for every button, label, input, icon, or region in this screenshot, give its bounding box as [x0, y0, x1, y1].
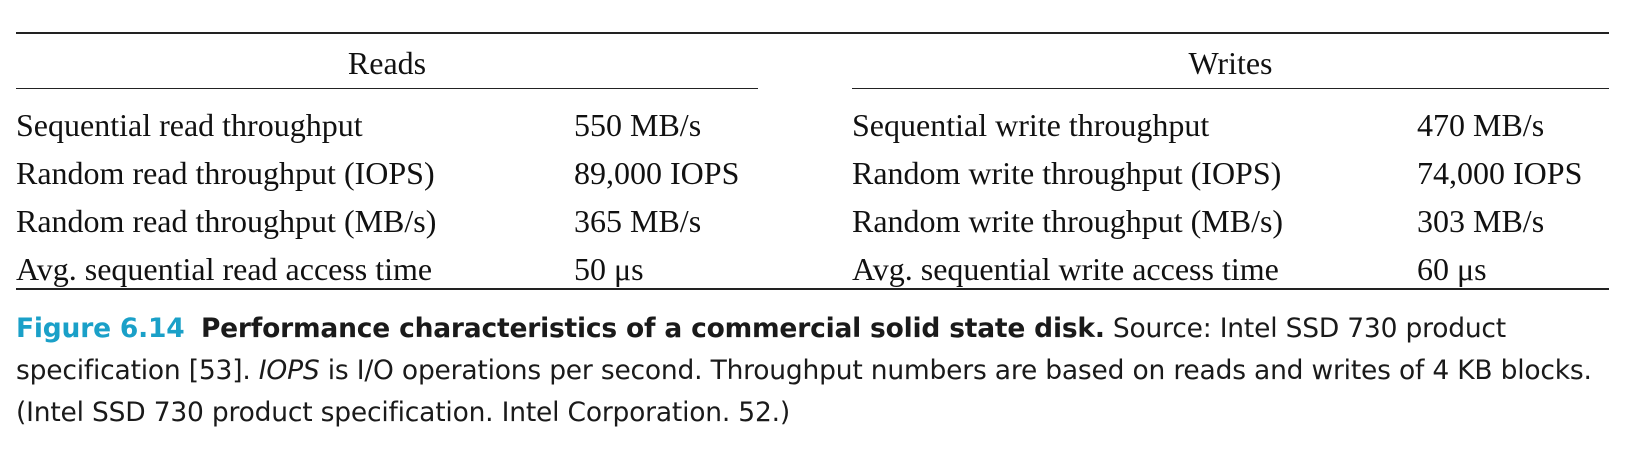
- reads-section: Reads Sequential read throughput 550 MB/…: [16, 34, 758, 288]
- metric-label: Sequential write throughput: [852, 107, 1210, 143]
- metric-value: 550 MB/s: [574, 107, 702, 143]
- table-row: Avg. sequential write access time 60 μs: [852, 245, 1609, 293]
- metric-label: Random read throughput (IOPS): [16, 155, 435, 191]
- metric-label: Random write throughput (IOPS): [852, 155, 1282, 191]
- figure-title: Performance characteristics of a commerc…: [200, 313, 1105, 344]
- table-row: Avg. sequential read access time 50 μs: [16, 245, 758, 293]
- figure-caption: Figure 6.14 Performance characteristics …: [16, 308, 1616, 434]
- metric-label: Avg. sequential read access time: [16, 251, 433, 287]
- figure-label: Figure 6.14: [16, 313, 185, 344]
- writes-rows: Sequential write throughput 470 MB/s Ran…: [852, 89, 1609, 293]
- metric-label: Random write throughput (MB/s): [852, 203, 1284, 239]
- table-row: Sequential write throughput 470 MB/s: [852, 101, 1609, 149]
- table-row: Random read throughput (IOPS) 89,000 IOP…: [16, 149, 758, 197]
- table-row: Random read throughput (MB/s) 365 MB/s: [16, 197, 758, 245]
- caption-text: is I/O operations per second. Throughput…: [16, 355, 1592, 428]
- metric-value: 89,000 IOPS: [574, 155, 740, 191]
- caption-text: Source: Intel SSD 730 product specificat…: [16, 313, 1506, 386]
- writes-heading: Writes: [852, 34, 1609, 89]
- table-row: Random write throughput (MB/s) 303 MB/s: [852, 197, 1609, 245]
- metric-value: 470 MB/s: [1417, 107, 1545, 143]
- metric-value: 303 MB/s: [1417, 203, 1545, 239]
- metric-label: Sequential read throughput: [16, 107, 363, 143]
- metric-value: 365 MB/s: [574, 203, 702, 239]
- metric-value: 60 μs: [1417, 251, 1487, 287]
- reads-rows: Sequential read throughput 550 MB/s Rand…: [16, 89, 758, 293]
- metric-value: 50 μs: [574, 251, 644, 287]
- iops-term: IOPS: [258, 355, 320, 386]
- performance-table: Reads Sequential read throughput 550 MB/…: [16, 32, 1609, 290]
- table-row: Random write throughput (IOPS) 74,000 IO…: [852, 149, 1609, 197]
- table-row: Sequential read throughput 550 MB/s: [16, 101, 758, 149]
- metric-label: Random read throughput (MB/s): [16, 203, 437, 239]
- reads-heading: Reads: [16, 34, 758, 89]
- metric-label: Avg. sequential write access time: [852, 251, 1279, 287]
- writes-section: Writes Sequential write throughput 470 M…: [852, 34, 1609, 288]
- metric-value: 74,000 IOPS: [1417, 155, 1583, 191]
